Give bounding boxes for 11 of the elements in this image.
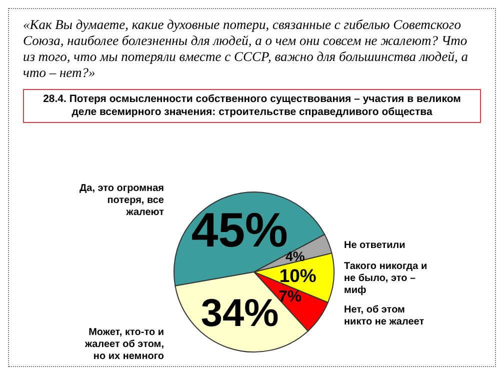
slice-label: Такого никогда и не было, это – миф xyxy=(344,260,428,296)
slice-label: Нет, об этом никто не жалеет xyxy=(344,304,424,328)
data-label: 4% xyxy=(285,248,305,264)
data-label: 34% xyxy=(200,292,279,336)
data-label: 7% xyxy=(278,288,302,306)
slice-label: Да, это огромная потеря, все жалеют xyxy=(80,182,164,218)
data-label: 10% xyxy=(279,264,316,286)
chart-subtitle: 28.4. Потеря осмысленности собственного существования – участия в великом деле всемирного значения: строительстве справедливого общества xyxy=(23,89,481,123)
slice-label: Не ответили xyxy=(344,240,406,251)
slice-label: Может, кто-то и жалеет об этом, но их немного xyxy=(84,326,164,362)
chart-title: «Как Вы думаете, какие духовные потери, связанные с гибелью Советского Союза, наиболее болезненны для людей, а о чем они совсем не жалеют? Что из того, что мы потеряли вместе с СССР, важно для большинства людей, а что – нет?» xyxy=(22,16,470,81)
